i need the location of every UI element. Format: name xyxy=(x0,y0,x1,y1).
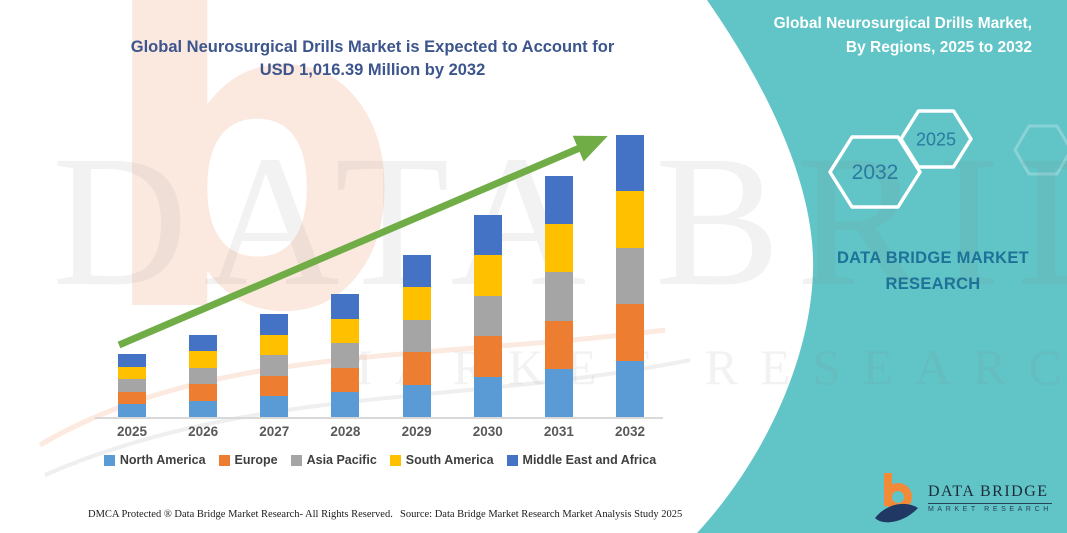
stacked-bar-2027 xyxy=(260,314,289,417)
bar-segment-north-america xyxy=(616,360,645,417)
bar-segment-north-america xyxy=(118,404,146,417)
bar-segment-middle-east-and-africa xyxy=(118,354,146,367)
bar-segment-south-america xyxy=(331,318,360,344)
bar-segment-asia-pacific xyxy=(616,247,645,305)
stacked-bar-2032 xyxy=(616,134,645,417)
brand-name-text: DATA BRIDGE MARKET RESEARCH xyxy=(818,246,1048,297)
bar-segment-europe xyxy=(118,391,146,405)
chart-title-line1: Global Neurosurgical Drills Market is Ex… xyxy=(130,38,615,56)
chart-title: Global Neurosurgical Drills Market is Ex… xyxy=(90,36,655,82)
brand-watermark-line2: MARKET RESEARCH xyxy=(328,339,1067,395)
legend-item-south-america: South America xyxy=(389,453,494,467)
stacked-bar-2025 xyxy=(118,354,146,417)
bar-segment-europe xyxy=(189,384,218,401)
bar-segment-south-america xyxy=(473,255,502,296)
bar-segment-middle-east-and-africa xyxy=(189,334,218,352)
hexagon-2032-label: 2032 xyxy=(852,161,899,184)
bar-segment-europe xyxy=(260,375,289,397)
legend-item-middle-east-and-africa: Middle East and Africa xyxy=(506,453,657,467)
bar-segment-south-america xyxy=(189,351,218,368)
legend-label-asia-pacific: Asia Pacific xyxy=(306,453,377,467)
bar-segment-asia-pacific xyxy=(402,319,431,353)
logo-text: DATA BRIDGE MARKET RESEARCH xyxy=(928,483,1052,513)
x-axis-line xyxy=(95,417,663,419)
bar-segment-europe xyxy=(331,367,360,393)
bar-segment-asia-pacific xyxy=(544,272,573,321)
legend-label-middle-east-and-africa: Middle East and Africa xyxy=(522,453,657,467)
bar-segment-middle-east-and-africa xyxy=(544,175,573,225)
bar-segment-asia-pacific xyxy=(473,295,502,337)
bar-segment-south-america xyxy=(260,334,289,356)
bar-segment-asia-pacific xyxy=(331,343,360,368)
stacked-bar-2030 xyxy=(473,215,502,417)
bar-segment-middle-east-and-africa xyxy=(402,254,431,288)
bar-segment-north-america xyxy=(402,384,431,417)
faint-hexagon-watermark xyxy=(1013,124,1067,176)
legend-swatch-europe xyxy=(218,454,230,466)
stacked-bar-2031 xyxy=(544,175,573,417)
bar-segment-middle-east-and-africa xyxy=(260,314,289,335)
bar-segment-middle-east-and-africa xyxy=(473,215,502,256)
x-axis-label-2031: 2031 xyxy=(543,424,574,439)
logo-b-icon xyxy=(875,473,918,523)
legend-swatch-north-america xyxy=(103,454,115,466)
bar-segment-middle-east-and-africa xyxy=(331,294,360,319)
bar-segment-europe xyxy=(473,336,502,377)
hexagon-2025 xyxy=(899,109,973,169)
bar-segment-north-america xyxy=(544,368,573,417)
x-axis-label-2030: 2030 xyxy=(472,424,503,439)
x-axis-label-2032: 2032 xyxy=(615,424,646,439)
legend-swatch-middle-east-and-africa xyxy=(506,454,518,466)
bar-segment-europe xyxy=(544,320,573,369)
bar-segment-asia-pacific xyxy=(260,355,289,376)
bar-segment-north-america xyxy=(260,396,289,417)
legend-item-asia-pacific: Asia Pacific xyxy=(290,453,377,467)
brand-name-line2: RESEARCH xyxy=(885,274,981,293)
logo-name: DATA BRIDGE xyxy=(928,483,1052,504)
x-axis-label-2025: 2025 xyxy=(116,424,148,439)
year-hexagons: 2032 2025 xyxy=(828,109,973,209)
bar-segment-south-america xyxy=(544,224,573,273)
legend-swatch-asia-pacific xyxy=(290,454,302,466)
bar-segment-north-america xyxy=(189,400,218,417)
bar-segment-europe xyxy=(402,352,431,385)
x-axis-label-2026: 2026 xyxy=(188,424,219,439)
hexagon-2032 xyxy=(828,135,922,209)
bar-segment-south-america xyxy=(402,287,431,320)
bar-segment-europe xyxy=(616,304,645,361)
x-axis-label-2027: 2027 xyxy=(259,424,290,439)
legend-label-north-america: North America xyxy=(119,453,206,467)
legend-label-europe: Europe xyxy=(234,453,278,467)
bar-segment-north-america xyxy=(331,392,360,417)
legend-swatch-south-america xyxy=(389,454,401,466)
data-bridge-logo: DATA BRIDGE MARKET RESEARCH xyxy=(874,471,1052,525)
bar-segment-asia-pacific xyxy=(189,367,218,385)
bar-segment-south-america xyxy=(118,366,146,380)
bar-segment-north-america xyxy=(473,376,502,417)
bar-segment-south-america xyxy=(616,191,645,248)
footer-dmca-text: DMCA Protected ® Data Bridge Market Rese… xyxy=(88,509,393,520)
logo-subtitle: MARKET RESEARCH xyxy=(928,506,1052,513)
stacked-bar-2029 xyxy=(402,254,431,417)
panel-title: Global Neurosurgical Drills Market, By R… xyxy=(720,12,1032,60)
panel-title-line1: Global Neurosurgical Drills Market, xyxy=(773,15,1032,32)
bar-segment-asia-pacific xyxy=(118,379,146,392)
brand-name-line1: DATA BRIDGE MARKET xyxy=(836,249,1030,267)
chart-title-line2: USD 1,016.39 Million by 2032 xyxy=(259,61,486,80)
chart-legend: North America Europe Asia Pacific South Ame… xyxy=(90,453,670,467)
hexagon-2025-label: 2025 xyxy=(916,130,956,150)
x-axis-label-2029: 2029 xyxy=(401,424,432,439)
legend-item-europe: Europe xyxy=(218,453,278,467)
stacked-bar-2026 xyxy=(189,334,218,417)
x-axis-label-2028: 2028 xyxy=(330,424,361,439)
bar-segment-middle-east-and-africa xyxy=(616,134,645,192)
legend-label-south-america: South America xyxy=(405,453,494,467)
stacked-bar-2028 xyxy=(331,294,360,417)
panel-title-line2: By Regions, 2025 to 2032 xyxy=(845,39,1032,57)
footer-source-text: Source: Data Bridge Market Research Mark… xyxy=(400,509,683,520)
legend-item-north-america: North America xyxy=(103,453,206,467)
